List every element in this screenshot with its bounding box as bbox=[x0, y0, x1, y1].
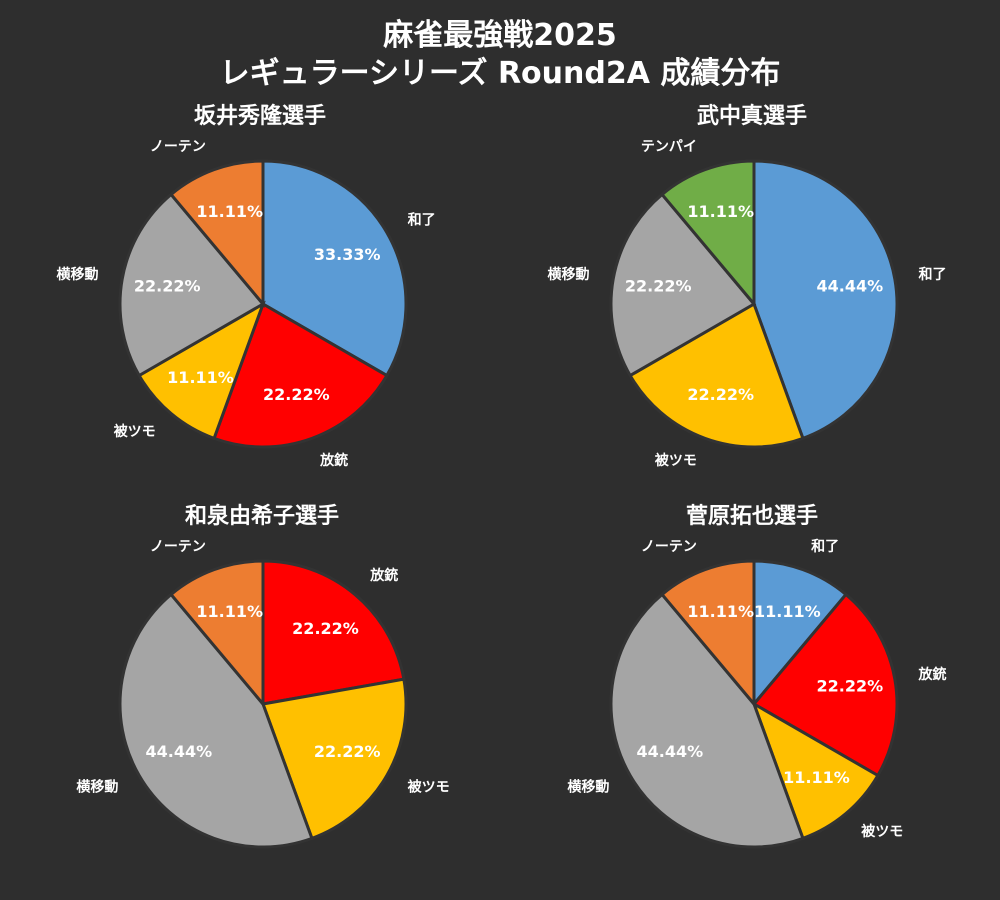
slice-percent-label: 22.22% bbox=[687, 385, 754, 404]
slice-percent-label: 11.11% bbox=[783, 768, 850, 787]
slice-percent-label: 22.22% bbox=[134, 277, 201, 296]
pie-slice bbox=[751, 700, 880, 841]
slice-category-label: ノーテン bbox=[641, 539, 697, 555]
slice-category-label: 被ツモ bbox=[861, 823, 903, 840]
pie-slice bbox=[118, 192, 266, 378]
pie-slice bbox=[752, 159, 899, 441]
chart-title-line1: 麻雀最強戦2025 bbox=[383, 18, 617, 53]
slice-percent-label: 22.22% bbox=[314, 742, 381, 761]
pie-slice bbox=[752, 559, 849, 709]
slice-category-label: ノーテン bbox=[150, 139, 206, 155]
slice-category-label: 和了 bbox=[919, 267, 947, 283]
pie-chart-1: 坂井秀隆選手 33.33% 和了 22.22% 放銃 11.11% 被ツモ 22.22% 横移動… bbox=[57, 104, 436, 469]
pie-slice bbox=[659, 559, 756, 709]
slice-percent-label: 44.44% bbox=[145, 742, 212, 761]
pie-slice bbox=[261, 559, 406, 706]
pie-slice bbox=[609, 592, 805, 849]
pie-slice bbox=[118, 592, 314, 849]
pie-slice bbox=[628, 301, 805, 449]
slice-category-label: 被ツモ bbox=[114, 423, 156, 440]
slice-percent-label: 11.11% bbox=[687, 202, 754, 221]
slice-percent-label: 44.44% bbox=[636, 742, 703, 761]
slice-category-label: 和了 bbox=[408, 213, 436, 229]
slice-percent-label: 44.44% bbox=[816, 277, 883, 296]
slice-percent-label: 11.11% bbox=[196, 602, 263, 621]
slice-percent-label: 11.11% bbox=[754, 602, 821, 621]
slice-percent-label: 11.11% bbox=[196, 202, 263, 221]
slice-percent-label: 22.22% bbox=[625, 277, 692, 296]
pie-chart-2: 武中真選手 44.44% 和了 22.22% 被ツモ 22.22% 横移動 11.11% テンパ… bbox=[548, 103, 947, 469]
slice-percent-label: 22.22% bbox=[292, 619, 359, 638]
pie-slice bbox=[168, 559, 265, 709]
slice-category-label: 横移動 bbox=[57, 266, 99, 283]
pie-title: 坂井秀隆選手 bbox=[194, 104, 326, 129]
pie-slice bbox=[212, 301, 389, 449]
slice-category-label: 放銃 bbox=[369, 567, 398, 584]
slice-percent-label: 22.22% bbox=[263, 385, 330, 404]
pie-slice bbox=[168, 159, 265, 309]
pie-chart-3: 和泉由希子選手 22.22% 放銃 22.22% 被ツモ 44.44% 横移動 11.11% ノ… bbox=[76, 503, 450, 849]
slice-category-label: 横移動 bbox=[567, 779, 609, 796]
slice-category-label: 横移動 bbox=[76, 779, 118, 796]
slice-category-label: 放銃 bbox=[918, 666, 947, 683]
slice-category-label: 和了 bbox=[811, 539, 839, 555]
slice-category-label: 被ツモ bbox=[655, 452, 697, 469]
slice-category-label: 被ツモ bbox=[408, 779, 450, 796]
slice-percent-label: 33.33% bbox=[314, 245, 381, 264]
slice-category-label: 放銃 bbox=[319, 452, 348, 469]
chart-title-line2: レギュラーシリーズ Round2A 成績分布 bbox=[219, 56, 781, 91]
pie-slice bbox=[751, 592, 899, 778]
slice-category-label: テンパイ bbox=[641, 139, 697, 155]
pie-title: 武中真選手 bbox=[697, 103, 807, 129]
pie-title: 和泉由希子選手 bbox=[185, 503, 339, 529]
slice-category-label: ノーテン bbox=[150, 539, 206, 555]
slice-percent-label: 11.11% bbox=[687, 602, 754, 621]
slice-percent-label: 22.22% bbox=[816, 677, 883, 696]
pie-slice bbox=[659, 159, 756, 309]
slice-category-label: 横移動 bbox=[548, 266, 590, 283]
slice-percent-label: 11.11% bbox=[167, 368, 234, 387]
pie-slice bbox=[137, 300, 266, 441]
pie-slice bbox=[609, 192, 757, 378]
pie-slice bbox=[261, 159, 408, 378]
pie-chart-4: 菅原拓也選手 11.11% 和了 22.22% 放銃 11.11% 被ツモ 44.44% 横移動… bbox=[567, 504, 947, 849]
pie-title: 菅原拓也選手 bbox=[686, 504, 818, 529]
